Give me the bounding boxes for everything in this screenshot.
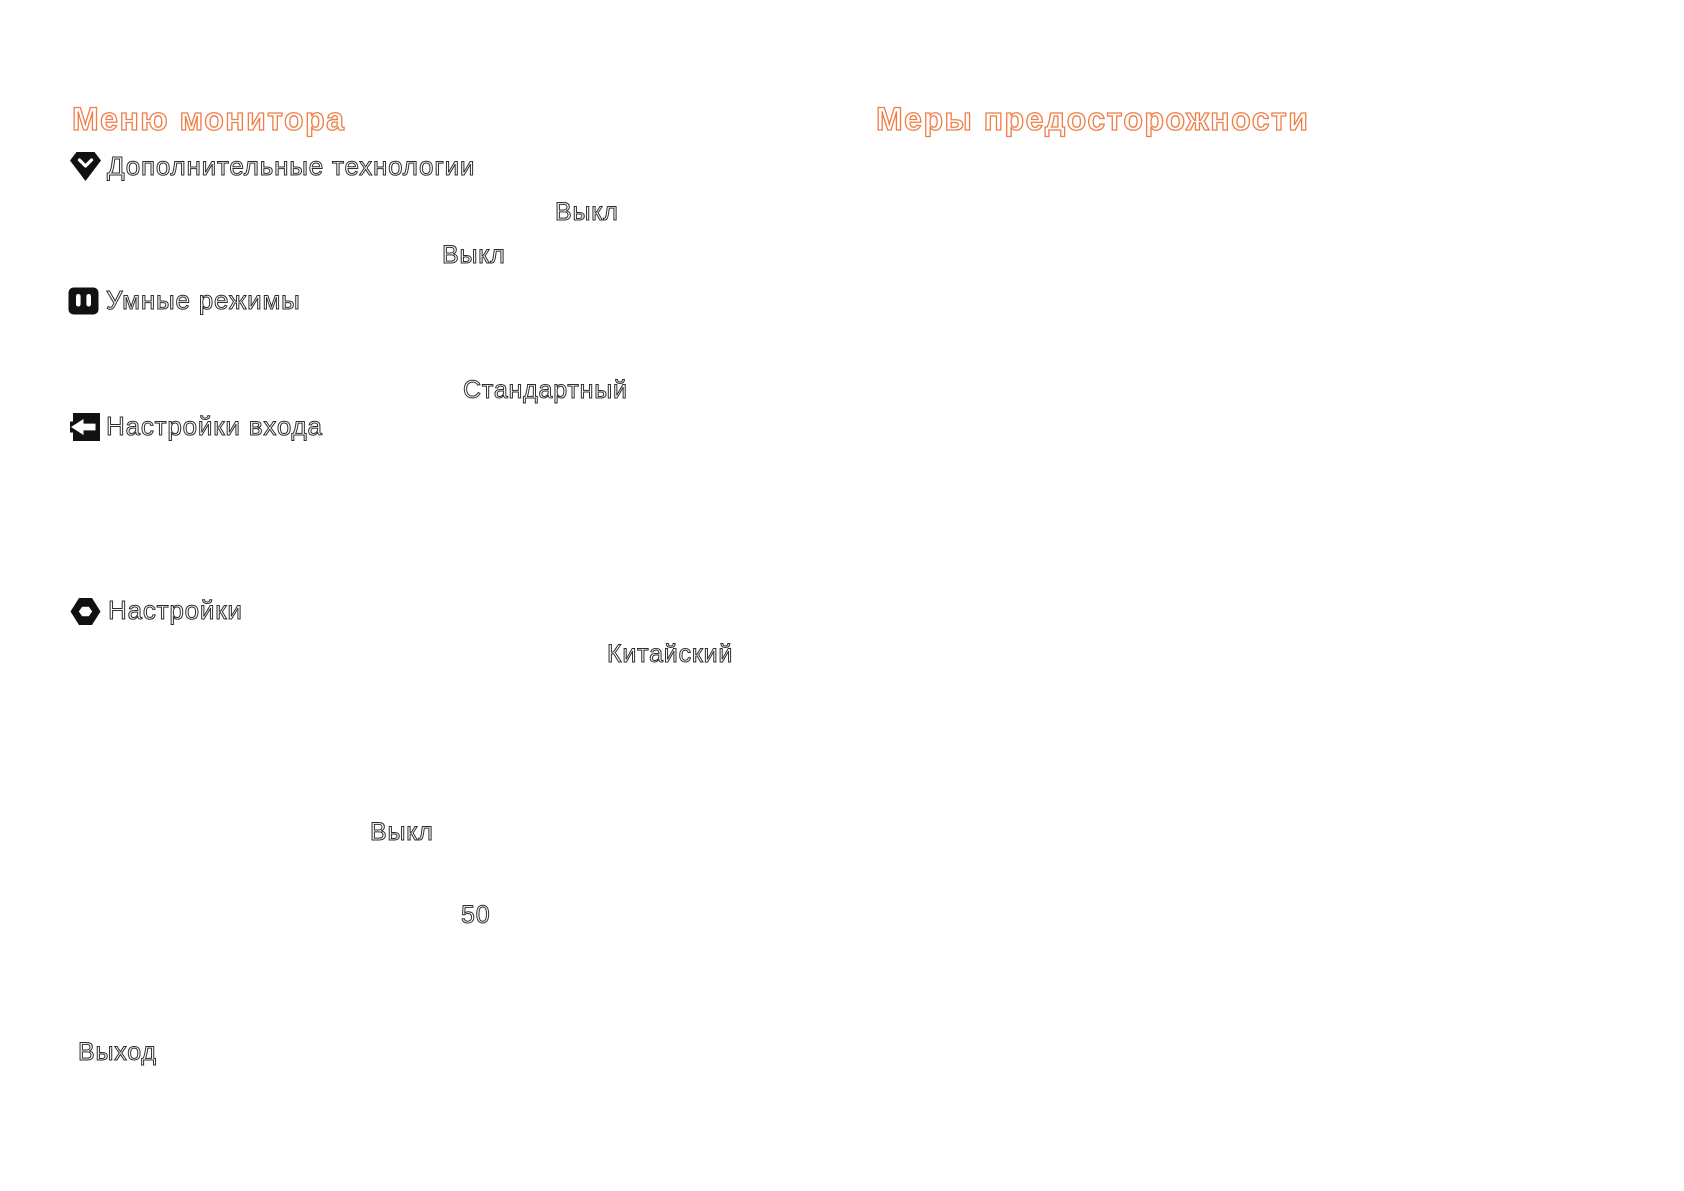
value-standard: Стандартный (463, 376, 628, 405)
value-off-1: Выкл (555, 198, 619, 227)
value-language: Китайский (606, 640, 734, 669)
left-section-title: Меню монитора (71, 100, 346, 137)
gem-icon (69, 151, 102, 182)
value-off-2: Выкл (442, 241, 506, 270)
settings-nut-icon (70, 597, 101, 626)
right-section-title: Меры предосторожности (875, 100, 1310, 137)
section-label-settings: Настройки (108, 595, 243, 626)
value-off-3: Выкл (370, 818, 434, 847)
section-label-input-settings: Настройки входа (106, 411, 323, 442)
section-label-smart-modes: Умные режимы (106, 285, 301, 316)
section-label-additional-technologies: Дополнительные технологии (106, 151, 476, 182)
input-arrow-icon (70, 412, 101, 442)
value-number: 50 (460, 901, 491, 930)
exit-label: Выход (78, 1038, 157, 1067)
smart-modes-icon (68, 287, 99, 315)
